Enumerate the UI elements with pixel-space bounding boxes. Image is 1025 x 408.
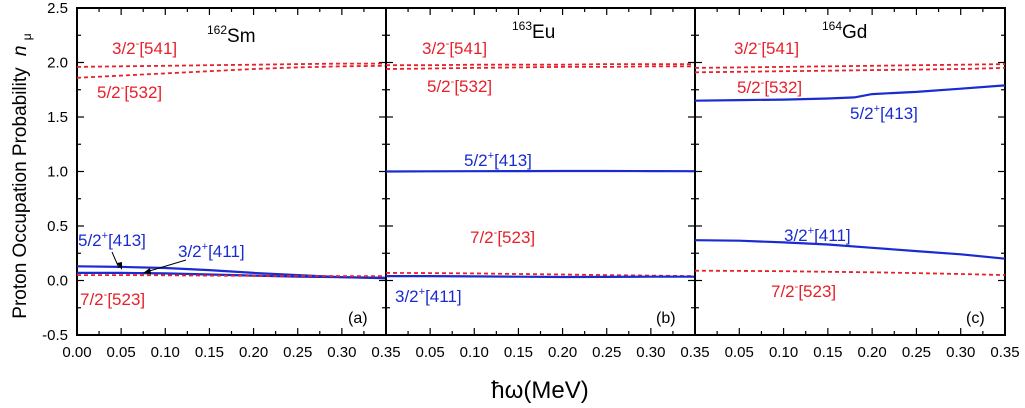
series-label: 5/2+[413]: [464, 150, 532, 170]
y-axis-subscript: μ: [20, 33, 34, 40]
series-label: 5/2+[413]: [850, 103, 918, 123]
x-tick-label: 0.30: [327, 344, 356, 361]
series-label: 3/2-[541]: [112, 38, 177, 58]
x-axis-title: ħω(MeV): [491, 377, 588, 404]
series-label: 3/2-[541]: [734, 38, 799, 58]
series-line: [77, 274, 386, 278]
y-axis-symbol: n: [10, 45, 31, 56]
series-line: [694, 269, 1006, 276]
nucleus-label: 164Gd: [822, 19, 867, 43]
y-tick-label: 1.0: [47, 164, 68, 181]
y-axis-title: Proton Occupation Probability n μ: [10, 33, 34, 319]
series-line: [76, 62, 386, 68]
series-label: 7/2-[523]: [771, 281, 836, 301]
annotation-arrowhead: [143, 268, 151, 274]
series-line: [694, 84, 1006, 102]
x-tick-label: 0.20: [548, 344, 577, 361]
panel-c: 0.05 0.10 0.15 0.20 0.25 0.30 0.35 3/2-[541] 5/2…: [694, 7, 1020, 361]
annotation-arrow: [145, 259, 187, 273]
x-tick-label: 0.05: [107, 344, 136, 361]
series-label: 5/2-[532]: [427, 76, 492, 96]
x-tick-label: 0.05: [416, 344, 445, 361]
y-tick-label: 2.5: [47, 0, 68, 17]
series-label: 5/2+[413]: [78, 230, 146, 250]
panel-label: (a): [348, 310, 368, 327]
annotation-arrows: [111, 251, 187, 274]
series-label: 3/2+[411]: [784, 225, 851, 245]
series-line: [386, 63, 695, 67]
y-axis-title-text: Proton Occupation Probability: [10, 67, 31, 319]
x-tick-label: 0.10: [151, 344, 180, 361]
x-tick-label: 0.00: [62, 344, 91, 361]
series-line: [694, 63, 1006, 69]
y-tick-label: 0.5: [47, 218, 68, 235]
y-tick-label: 0.0: [47, 273, 68, 290]
panel-label: (b): [656, 310, 676, 327]
nucleus-label: 163Eu: [512, 19, 555, 43]
x-tick-label: 0.20: [239, 344, 268, 361]
x-tick-label: 0.15: [504, 344, 533, 361]
x-tick-label: 0.30: [946, 344, 975, 361]
y-tick-label: -0.5: [42, 327, 68, 344]
series-label: 7/2-[523]: [470, 227, 535, 247]
series-line: [386, 275, 695, 279]
y-tick-label: 1.5: [47, 109, 68, 126]
panel-b: 0.05 0.10 0.15 0.20 0.25 0.30 0.35 3/2-[541] 5/2…: [385, 7, 710, 361]
x-tick-label: 0.15: [813, 344, 842, 361]
x-tick-label: 0.10: [460, 344, 489, 361]
series-label: 3/2+[411]: [178, 241, 245, 261]
x-tick-label: 0.25: [902, 344, 931, 361]
panels-layer: 0.00 0.05 0.10 0.15 0.20 0.25 0.30 0.35 3/2-[541…: [62, 7, 1020, 361]
x-tick-label: 0.35: [371, 344, 400, 361]
series-line: [385, 272, 696, 277]
x-tick-label: 0.05: [725, 344, 754, 361]
series-line: [694, 239, 1006, 260]
panel-label: (c): [966, 310, 985, 327]
series-line: [76, 64, 387, 79]
y-axis: -0.5 0.0 0.5 1.0 1.5 2.0 2.5: [42, 0, 68, 344]
x-tick-label: 0.35: [680, 344, 709, 361]
series-label: 3/2+[411]: [395, 286, 462, 306]
x-tick-label: 0.20: [858, 344, 887, 361]
series-label: 5/2-[532]: [737, 77, 802, 97]
x-tick-label: 0.10: [769, 344, 798, 361]
series-line: [694, 67, 1006, 74]
annotation-arrowhead: [117, 262, 122, 270]
series-label: 7/2-[523]: [80, 289, 145, 309]
nucleus-label: 162Sm: [207, 23, 256, 47]
x-tick-label: 0.15: [195, 344, 224, 361]
series-line: [385, 65, 695, 70]
series-line: [385, 169, 696, 173]
series-label: 3/2-[541]: [422, 38, 487, 58]
panel-a: 0.00 0.05 0.10 0.15 0.20 0.25 0.30 0.35 3/2-[541…: [62, 7, 401, 361]
y-tick-label: 2.0: [47, 55, 68, 72]
x-tick-label: 0.25: [283, 344, 312, 361]
series-label: 5/2-[532]: [97, 82, 162, 102]
annotation-arrow: [111, 251, 120, 269]
x-tick-label: 0.35: [990, 344, 1019, 361]
x-tick-label: 0.30: [636, 344, 665, 361]
x-tick-label: 0.25: [592, 344, 621, 361]
